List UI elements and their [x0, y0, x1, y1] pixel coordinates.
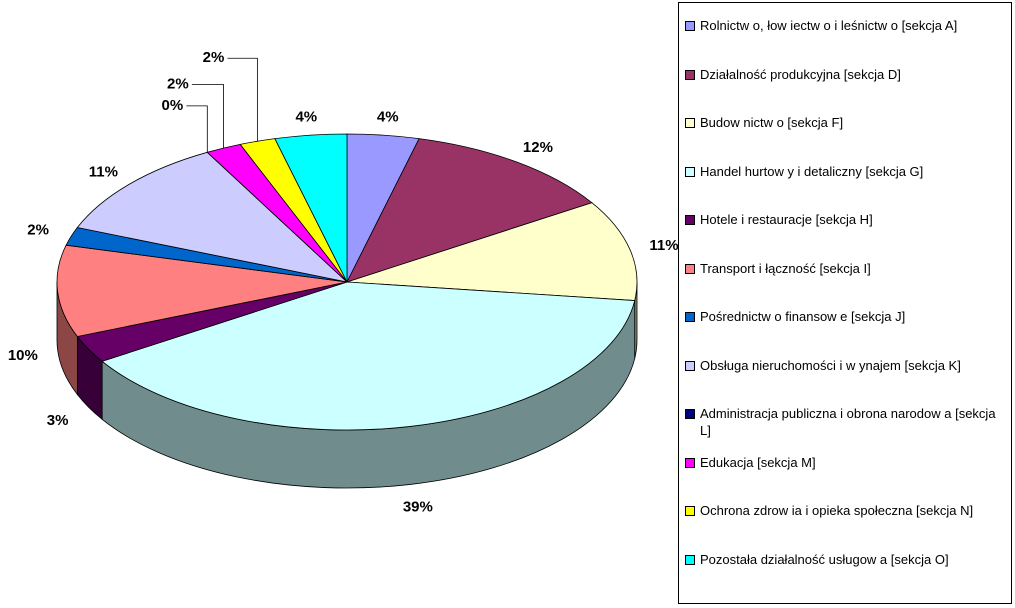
legend-label: Rolnictw o, łow iectw o i leśnictw o [se…	[700, 18, 958, 33]
data-label: 2%	[203, 49, 225, 66]
legend-swatch	[685, 360, 695, 371]
legend-swatch	[685, 118, 695, 128]
legend-entry: Transport i łączność [sekcja I]	[685, 260, 1005, 309]
legend-label: Transport i łączność [sekcja I]	[700, 260, 871, 276]
legend-swatch	[685, 21, 695, 31]
legend: Rolnictw o, łow iectw o i leśnictw o [se…	[678, 2, 1012, 604]
legend-swatch	[685, 69, 695, 80]
legend-swatch	[685, 409, 695, 419]
leader-line	[186, 105, 208, 153]
data-label: 39%	[403, 499, 433, 516]
data-label: 4%	[377, 109, 399, 126]
slice	[274, 133, 348, 283]
legend-entry: Ochrona zdrow ia i opieka społeczna [sek…	[685, 502, 1005, 551]
data-label: 0%	[162, 97, 184, 114]
legend-label: Edukacja [sekcja M]	[700, 454, 816, 470]
legend-entry: Obsługa nieruchomości i w ynajem [sekcja…	[685, 357, 1005, 406]
data-label: 12%	[523, 139, 553, 156]
legend-entry: Pozostała działalność usługow a [sekcja …	[685, 551, 1005, 600]
data-label: 2%	[167, 76, 189, 93]
legend-label: Handel hurtow y i detaliczny [sekcja G]	[700, 163, 924, 179]
data-label: 11%	[89, 163, 118, 180]
legend-entry: Działalność produkcyjna [sekcja D]	[685, 66, 1005, 115]
legend-label: Ochrona zdrow ia i opieka społeczna [sek…	[700, 503, 974, 518]
legend-swatch	[685, 457, 695, 468]
data-label: 10%	[8, 347, 38, 364]
legend-label: Obsługa nieruchomości i w ynajem [sekcja…	[700, 357, 961, 373]
legend-label: Pośrednictw o finansow e [sekcja J]	[700, 309, 906, 324]
leader-line	[227, 57, 258, 142]
slice	[346, 138, 593, 283]
legend-label: Hotele i restauracje [sekcja H]	[700, 212, 873, 227]
legend-swatch	[685, 166, 695, 177]
legend-entry: Edukacja [sekcja M]	[685, 454, 1005, 503]
legend-entry: Administracja publiczna i obrona narodow…	[685, 405, 1005, 454]
legend-entry: Handel hurtow y i detaliczny [sekcja G]	[685, 163, 1005, 212]
legend-swatch	[685, 312, 695, 322]
data-label: 11%	[649, 237, 678, 254]
legend-label: Budow nictw o [sekcja F]	[700, 115, 844, 130]
legend-entry: Budow nictw o [sekcja F]	[685, 114, 1005, 163]
legend-entry: Hotele i restauracje [sekcja H]	[685, 211, 1005, 260]
data-label: 4%	[295, 109, 317, 126]
legend-swatch	[685, 215, 695, 225]
legend-swatch	[685, 506, 695, 516]
legend-label: Administracja publiczna i obrona narodow…	[700, 406, 996, 438]
pie-area: 4% 12% 11% 39% 3% 10% 2% 11% 0% 2% 2% 4%	[8, 49, 678, 516]
leader-line	[191, 84, 224, 149]
legend-label: Działalność produkcyjna [sekcja D]	[700, 66, 901, 82]
legend-swatch	[685, 263, 695, 274]
legend-label: Pozostała działalność usługow a [sekcja …	[700, 551, 949, 567]
legend-swatch	[685, 554, 695, 565]
slice	[56, 244, 348, 337]
data-label: 2%	[27, 222, 49, 239]
data-label: 3%	[47, 412, 69, 429]
legend-entry: Rolnictw o, łow iectw o i leśnictw o [se…	[685, 17, 1005, 66]
legend-entry: Pośrednictw o finansow e [sekcja J]	[685, 308, 1005, 357]
slice	[101, 281, 636, 431]
slice	[76, 151, 349, 283]
slice	[346, 202, 638, 301]
